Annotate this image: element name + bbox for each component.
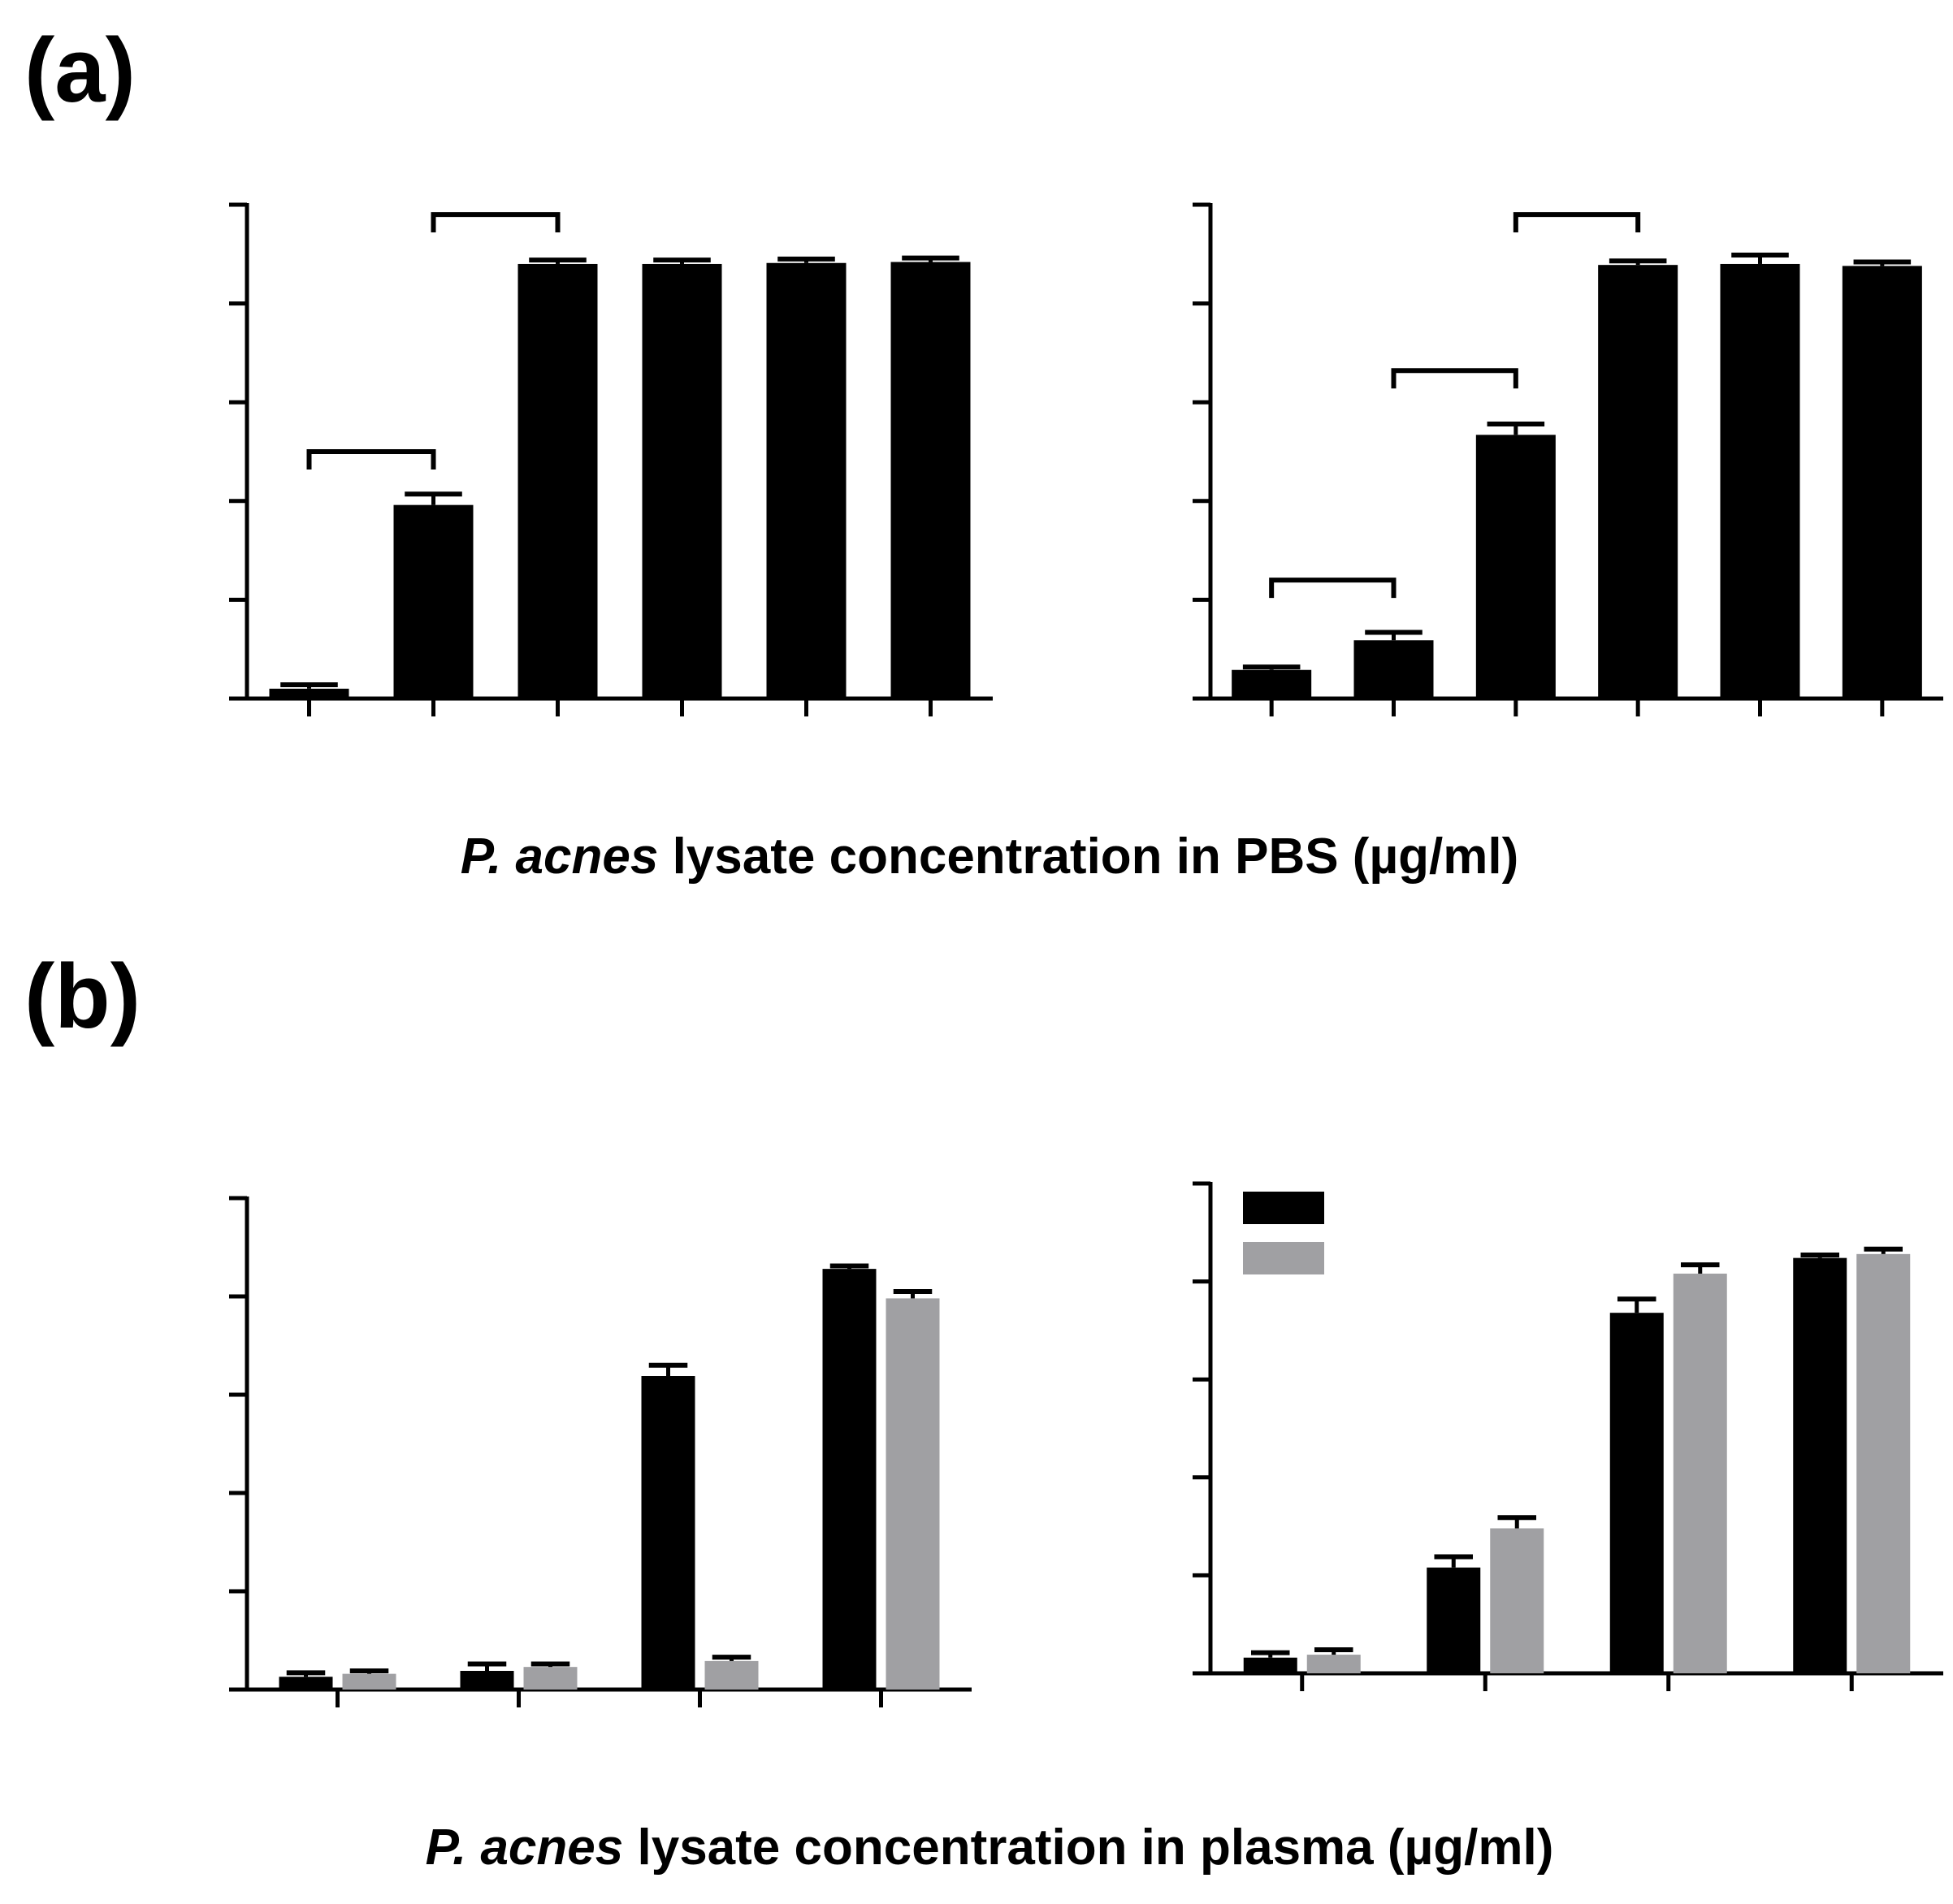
bar [886, 1298, 940, 1690]
bar [1353, 640, 1434, 699]
bar [1720, 263, 1800, 699]
significance-bracket [1513, 212, 1641, 233]
x-axis-label-a-italic: P. acnes [461, 829, 659, 885]
x-axis-label-b: P. acnes lysate concentration in plasma … [426, 1820, 1554, 1876]
bar [642, 263, 722, 699]
panel-a-label: (a) [24, 19, 136, 121]
significance-bracket [306, 449, 436, 470]
bar [1232, 669, 1312, 699]
bar [279, 1677, 333, 1690]
bar [517, 263, 598, 699]
bar [393, 504, 474, 699]
chart-a-before [229, 202, 993, 716]
bar [1427, 1567, 1481, 1673]
bar [1793, 1257, 1847, 1673]
bar [704, 1660, 759, 1690]
bar [1856, 1253, 1911, 1673]
x-axis-label-a-rest: lysate concentration in PBS (µg/ml) [658, 829, 1518, 885]
bar [269, 688, 349, 699]
bar [1306, 1655, 1361, 1673]
bar [523, 1667, 578, 1690]
chart-b-before [229, 1196, 972, 1707]
bar [822, 1269, 877, 1690]
significance-bracket [1391, 368, 1518, 389]
legend-swatch [1243, 1192, 1324, 1224]
bar [460, 1671, 514, 1690]
panel-b-label: (b) [24, 946, 141, 1047]
bar [1598, 265, 1678, 699]
legend-swatch [1243, 1242, 1324, 1274]
bar [342, 1673, 396, 1690]
bar [1243, 1657, 1297, 1673]
significance-bracket [431, 212, 561, 233]
chart-b-after [1193, 1181, 1943, 1691]
bar [641, 1376, 695, 1690]
significance-bracket [1269, 578, 1397, 599]
bar [1475, 435, 1556, 699]
x-axis-label-b-rest: lysate concentration in plasma (µg/ml) [623, 1820, 1553, 1876]
bar [1842, 266, 1922, 699]
bar [1490, 1528, 1544, 1673]
bar [1609, 1313, 1664, 1673]
x-axis-label-b-italic: P. acnes [426, 1820, 624, 1876]
chart-a-after [1193, 202, 1943, 716]
bar [766, 262, 847, 699]
bar [890, 262, 971, 699]
x-axis-label-a: P. acnes lysate concentration in PBS (µg… [461, 829, 1519, 885]
bar [1673, 1273, 1727, 1673]
